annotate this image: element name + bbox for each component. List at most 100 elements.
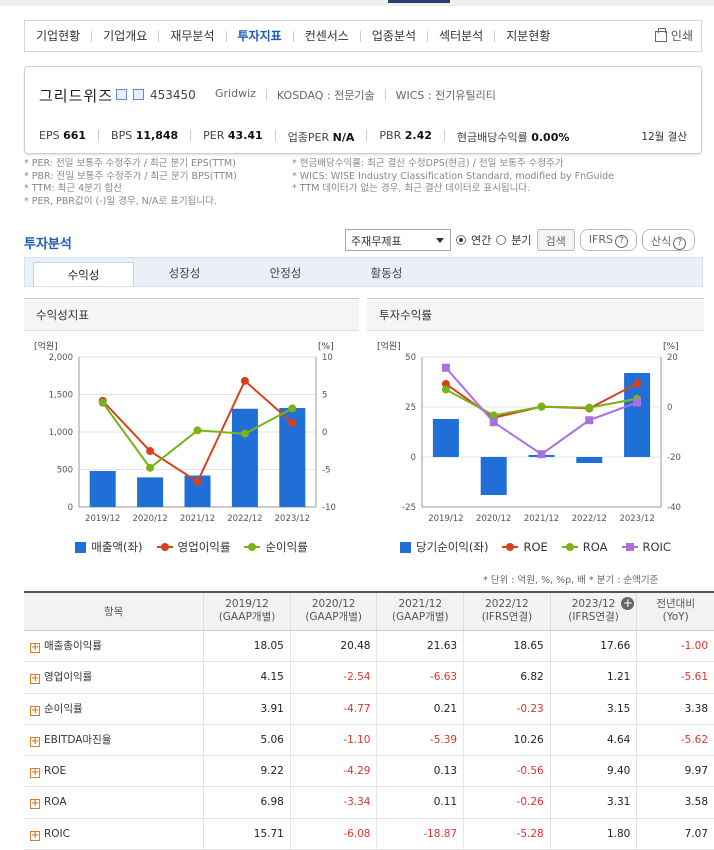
value-cell: 18.65 [463, 631, 550, 662]
point [537, 450, 546, 459]
legend-item: ROIC [621, 539, 671, 555]
point [193, 426, 202, 435]
stat-value: 2.42 [404, 129, 432, 142]
quarter-radio[interactable] [496, 235, 507, 245]
nav-item[interactable]: 업종분석 [371, 29, 417, 43]
row-label-cell[interactable]: + 영업이익률 [24, 662, 203, 692]
statement-select[interactable]: 주재무제표 [345, 229, 451, 251]
expand-icon[interactable]: + [30, 767, 40, 779]
row-label-cell[interactable]: + ROE [24, 756, 203, 786]
value-cell: 4.15 [203, 662, 290, 693]
legend-marker [248, 543, 257, 551]
unit-note: * 단위 : 억원, %, %p, 배 * 분기 : 순액기준 [483, 575, 659, 586]
expand-icon[interactable]: + [30, 704, 40, 716]
y-tick-label: -25 [402, 503, 416, 513]
search-button[interactable]: 검색 [536, 229, 575, 251]
company-meta: Gridwiz KOSDAQ : 전문기술 WICS : 전기유틸리티 [215, 87, 496, 103]
value-cell: -2.54 [289, 662, 377, 693]
expand-icon[interactable]: + [30, 735, 40, 747]
y2-tick-label: 0 [667, 403, 672, 413]
nav-item[interactable]: 컨센서스 [304, 29, 349, 43]
header-line2: (YoY) [662, 611, 689, 623]
stat-divider [98, 130, 100, 141]
value-cell: 3.31 [549, 787, 637, 818]
tab-3[interactable]: 안정성 [269, 266, 302, 280]
stat-item: BPS 11,848 [111, 129, 178, 145]
tab-4[interactable]: 활동성 [370, 266, 403, 280]
nav-item[interactable]: 지분현황 [506, 29, 551, 43]
nav-item[interactable]: 재무분석 [170, 29, 215, 43]
point [537, 402, 546, 411]
legend-item: 영업이익률 [156, 539, 230, 555]
top-strip [0, 0, 714, 6]
row-label-cell[interactable]: + EBITDA마진율 [24, 725, 203, 755]
annual-radio[interactable] [456, 235, 466, 245]
x-tick-label: 2022/12 [572, 514, 607, 524]
expand-columns-icon[interactable]: + [621, 596, 635, 610]
building-icon[interactable] [133, 89, 144, 100]
expand-icon[interactable]: + [30, 642, 40, 653]
nav-divider [158, 30, 160, 42]
legend-item: ROA [561, 539, 608, 555]
value-cell: 0.21 [376, 693, 463, 724]
value-cell: -5.39 [376, 724, 463, 756]
value-cell: -4.77 [289, 693, 377, 724]
point [146, 463, 155, 472]
value-cell: 17.66 [549, 631, 637, 662]
point [240, 429, 249, 438]
bar [432, 419, 459, 457]
value-cell: 9.97 [636, 756, 714, 787]
legend-swatch [244, 543, 261, 551]
top-accent [388, 0, 450, 3]
stat-divider [443, 130, 445, 141]
tab-1[interactable]: 수익성 [33, 262, 134, 286]
print-button[interactable]: 인쇄 [654, 21, 693, 51]
value-cell: -5.62 [636, 724, 714, 756]
home-icon[interactable] [116, 89, 127, 100]
expand-icon[interactable]: + [30, 798, 40, 810]
row-label-cell[interactable]: + 순이익률 [24, 694, 203, 724]
nav-item[interactable]: 투자지표 [237, 29, 282, 43]
expand-icon[interactable]: + [30, 829, 40, 841]
annual-label: 연간 [471, 234, 492, 247]
y-tick-label: 2,000 [49, 353, 73, 363]
point [585, 403, 594, 412]
chart-legend: 매출액(좌) 영업이익률 순이익률 [24, 539, 359, 555]
note-line: * PBR: 전일 보통주 수정주가 / 최근 분기 BPS(TTM) [24, 170, 237, 182]
nav-divider [292, 30, 294, 42]
column-header: 2021/12 (GAAP개별) [376, 593, 463, 630]
value-cell: 9.22 [203, 756, 290, 787]
header-line2: (GAAP개별) [391, 611, 449, 623]
x-tick-label: 2021/12 [524, 514, 559, 524]
value-cell: 0.13 [376, 756, 463, 787]
header-line2: (GAAP개별) [305, 611, 362, 623]
stat-item: 현금배당수익률 0.00% [457, 129, 570, 145]
stat-divider [366, 130, 368, 141]
row-label-cell[interactable]: + ROIC [24, 819, 203, 849]
row-label-cell[interactable]: + ROA [24, 787, 203, 817]
nav-item[interactable]: 섹터분석 [439, 29, 484, 43]
row-label-cell[interactable]: + 매출총이익률 [24, 631, 203, 661]
nav-divider [494, 30, 496, 42]
stock-code: 453450 [150, 88, 196, 102]
value-cell: -18.87 [376, 818, 463, 850]
value-cell: -0.23 [463, 693, 550, 724]
formula-button[interactable]: 산식? [641, 229, 696, 251]
legend-marker [565, 543, 574, 551]
nav-divider [91, 30, 93, 42]
nav-item[interactable]: 기업개요 [103, 29, 148, 43]
ifrs-button[interactable]: IFRS? [579, 229, 637, 251]
notes-left: * PER: 전일 보통주 수정주가 / 최근 분기 EPS(TTM) * PBR… [24, 158, 237, 208]
value-cell: 0.11 [376, 787, 463, 818]
y-tick-label: 0 [68, 503, 73, 513]
stat-label: EPS [39, 129, 64, 142]
table-row: + ROA 6.98 -3.34 0.11 -0.26 3.31 3.58 [24, 787, 714, 819]
expand-icon[interactable]: + [30, 673, 40, 685]
nav-item[interactable]: 기업현황 [36, 29, 81, 43]
legend-item: ROE [502, 539, 548, 555]
tab-2[interactable]: 성장성 [168, 266, 201, 280]
value-cell: 7.07 [636, 818, 714, 850]
note-line: * PER: 전일 보통주 수정주가 / 최근 분기 EPS(TTM) [24, 158, 236, 169]
print-icon [654, 27, 667, 42]
stat-label: PER [203, 129, 228, 142]
